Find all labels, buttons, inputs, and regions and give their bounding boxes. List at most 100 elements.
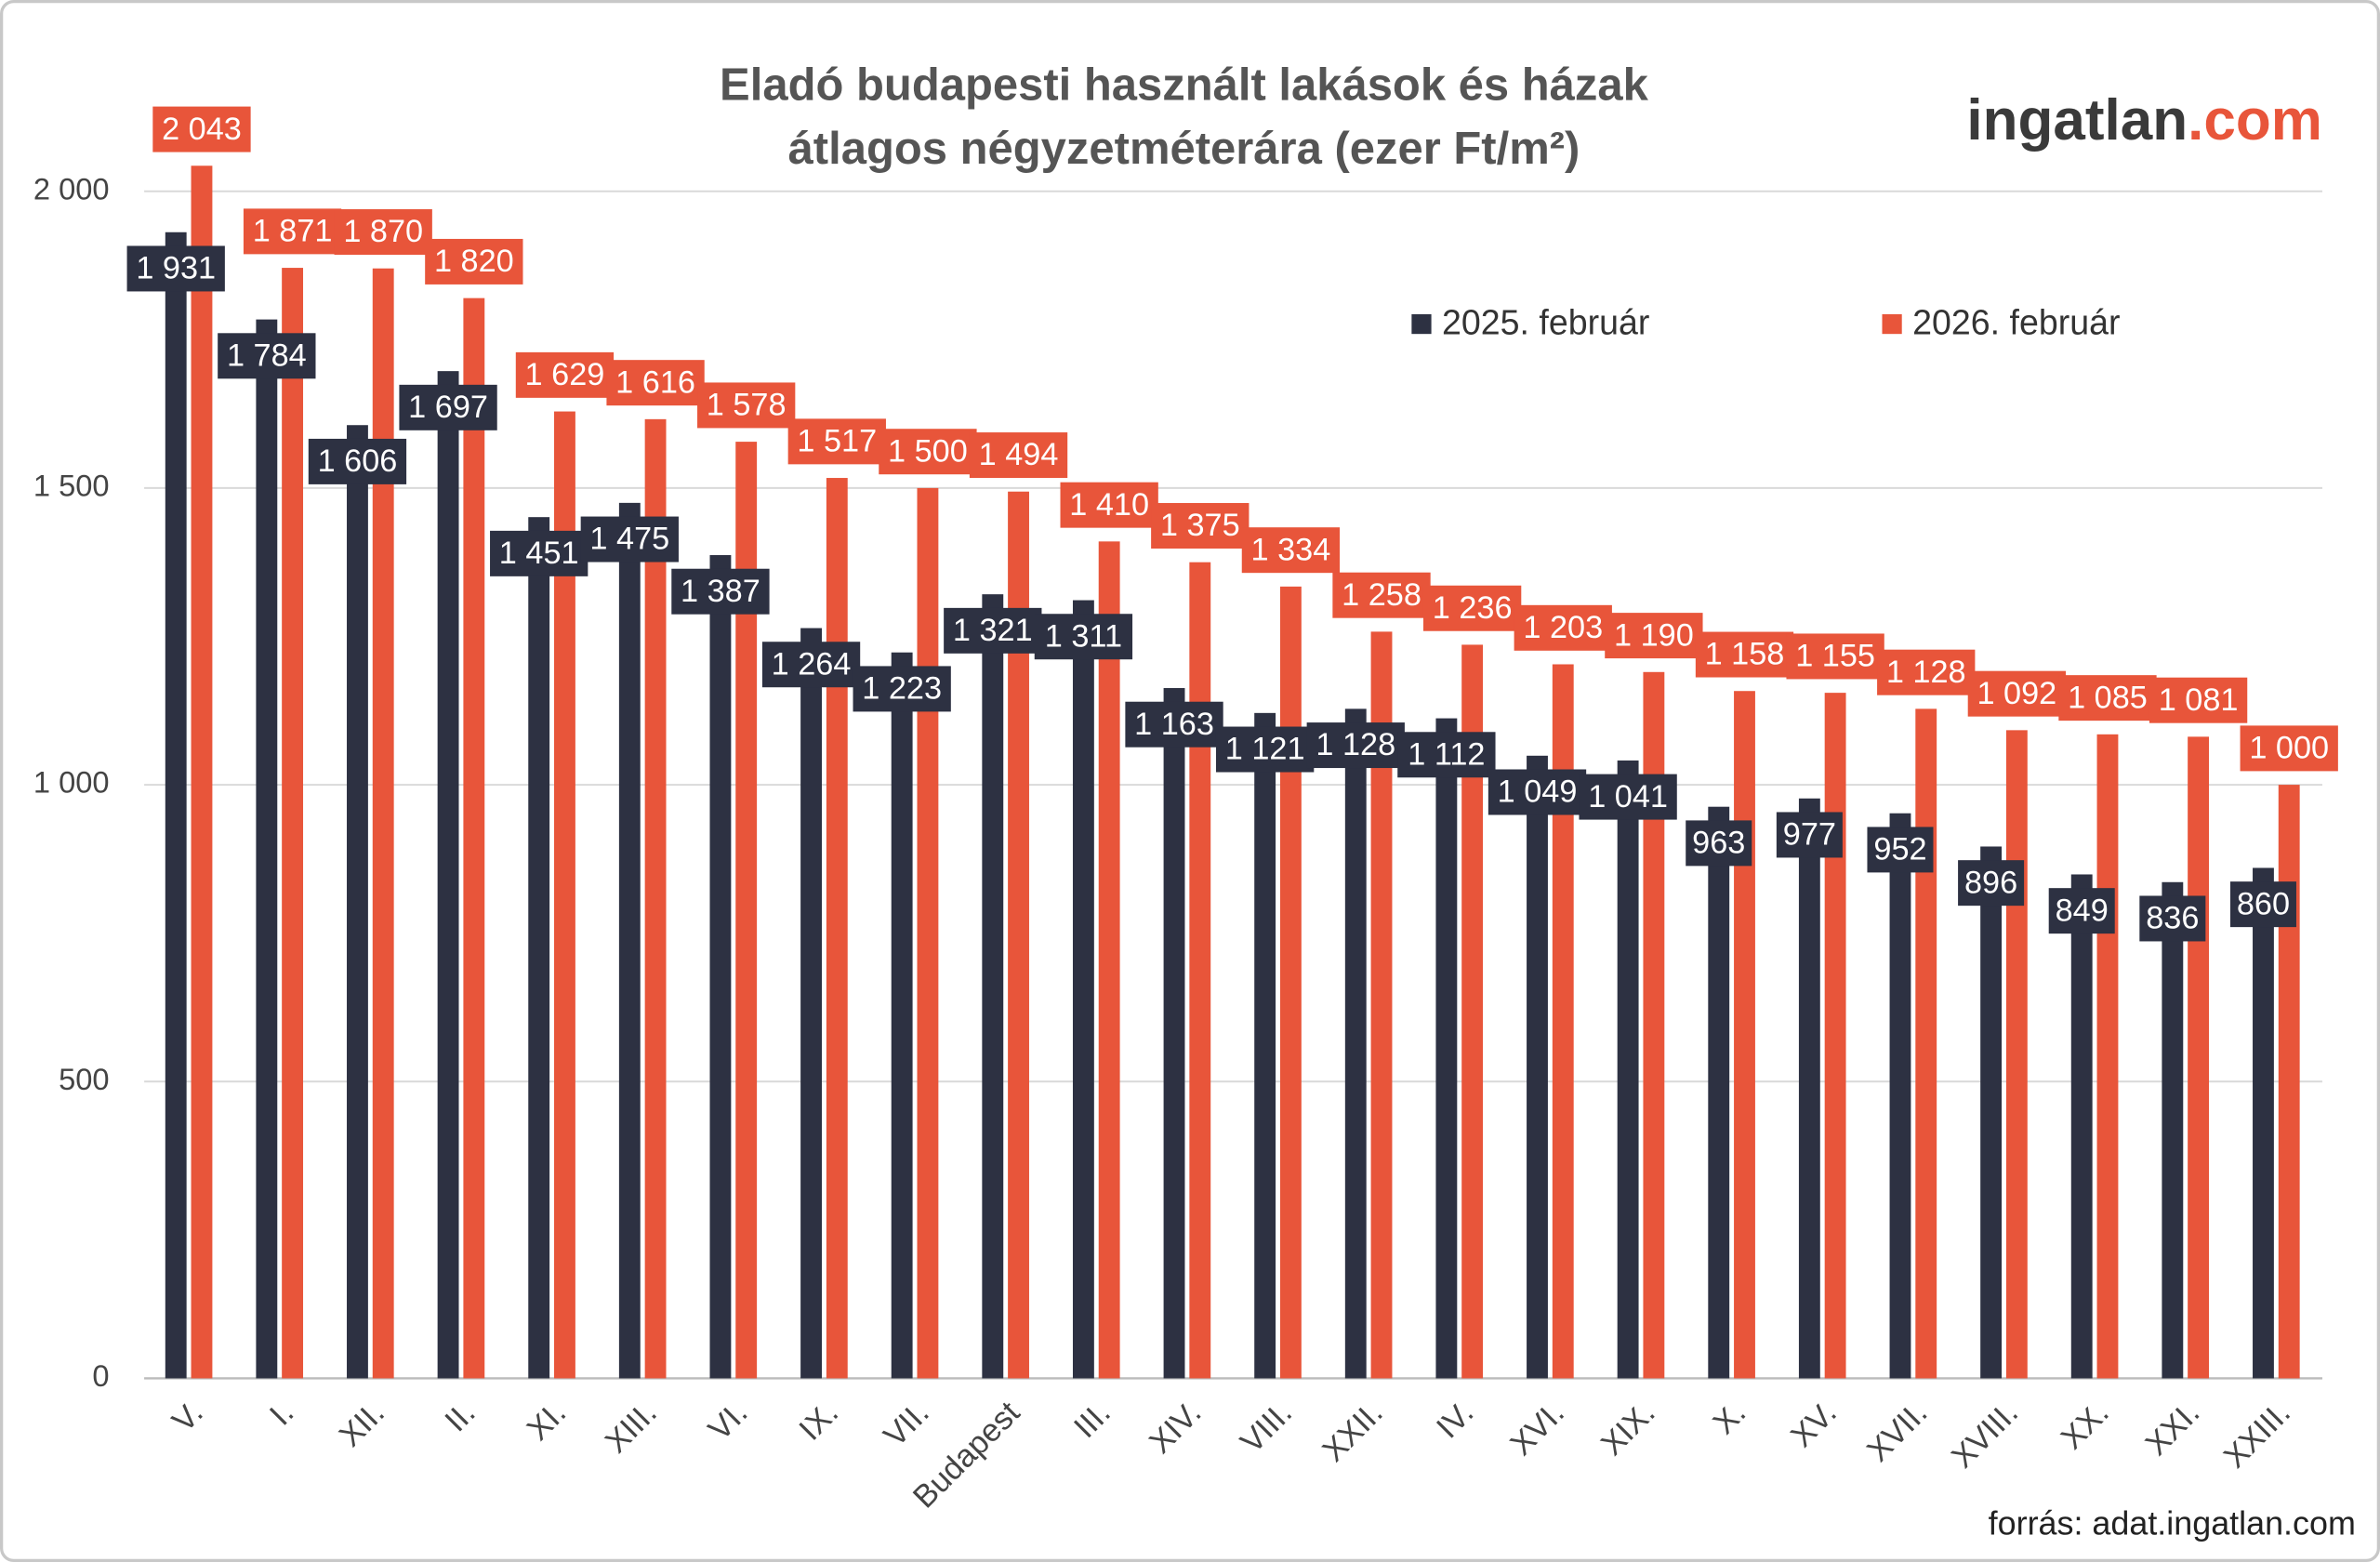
value-label: 1 494 — [979, 437, 1059, 472]
bar — [2188, 736, 2210, 1379]
value-label: 1 616 — [615, 364, 695, 400]
value-label: 1 387 — [681, 574, 760, 609]
value-label: 1 258 — [1342, 577, 1421, 613]
value-label: 1 264 — [772, 646, 852, 682]
logo: ingatlan.com — [1966, 88, 2322, 152]
value-label: 860 — [2237, 886, 2290, 921]
value-label: 849 — [2056, 893, 2109, 928]
bar — [1279, 586, 1302, 1379]
value-label: 896 — [1964, 865, 2017, 900]
value-label: 1 697 — [408, 390, 488, 425]
value-label: 1 163 — [1134, 707, 1214, 742]
bar — [2253, 867, 2274, 1379]
value-label-box — [606, 360, 705, 406]
value-label-box — [126, 245, 225, 292]
bar — [644, 418, 667, 1379]
value-label-box — [787, 418, 886, 465]
value-label-box — [1034, 614, 1133, 660]
value-label-box — [1958, 860, 2025, 907]
value-label: 1 049 — [1498, 774, 1578, 810]
bar — [256, 319, 278, 1379]
value-label: 1 500 — [888, 433, 968, 469]
value-label-box — [1060, 482, 1158, 528]
value-label: 963 — [1692, 826, 1745, 861]
chart-title: átlagos négyzetméterára (ezer Ft/m²) — [788, 124, 1580, 174]
bar — [1527, 755, 1548, 1379]
value-label-box — [969, 432, 1068, 479]
value-label-box — [308, 438, 407, 484]
value-label: 1 321 — [953, 613, 1033, 648]
value-label-box — [334, 209, 432, 256]
value-label-box — [761, 642, 861, 688]
bar — [554, 411, 575, 1379]
value-label-box — [2229, 881, 2296, 928]
value-label: 1 334 — [1251, 532, 1331, 567]
value-label: 1 871 — [253, 214, 333, 249]
bar — [347, 425, 368, 1379]
value-label: 1 236 — [1433, 590, 1513, 626]
bar — [2162, 881, 2184, 1379]
value-label-box — [1786, 633, 1884, 680]
bar — [826, 478, 848, 1379]
value-label-box — [1967, 670, 2067, 717]
logo-text: .com — [2188, 88, 2322, 152]
legend-swatch — [1411, 313, 1432, 335]
source: forrás: adat.ingatlan.com — [1989, 1503, 2356, 1542]
value-label-box — [879, 429, 977, 475]
y-tick-label: 1 500 — [33, 469, 110, 503]
bar — [800, 628, 822, 1379]
bar — [735, 442, 758, 1379]
logo-text: ingatlan — [1966, 88, 2188, 152]
value-label: 1 629 — [525, 357, 605, 392]
value-label: 1 578 — [707, 388, 787, 423]
bar — [528, 517, 550, 1379]
value-label-box — [1422, 585, 1522, 631]
value-label-box — [580, 516, 679, 563]
value-label: 977 — [1783, 817, 1836, 853]
bar — [1915, 708, 1937, 1379]
value-label-box — [152, 106, 251, 152]
value-label: 1 092 — [1977, 676, 2056, 711]
bar — [618, 502, 641, 1379]
bar — [437, 371, 459, 1379]
value-label-box — [1215, 726, 1315, 773]
bar — [982, 594, 1004, 1379]
value-label: 1 041 — [1588, 779, 1668, 814]
bar — [1461, 644, 1484, 1379]
value-label-box — [1306, 722, 1405, 769]
value-label-box — [490, 530, 588, 576]
bar — [1889, 813, 1911, 1379]
bar — [1370, 631, 1393, 1379]
bar — [372, 268, 394, 1379]
value-label: 1 000 — [2249, 731, 2329, 766]
value-label-box — [1776, 812, 1843, 858]
value-label-box — [218, 333, 316, 379]
bar — [2070, 874, 2093, 1379]
bar — [2096, 734, 2119, 1379]
bar — [1008, 491, 1029, 1379]
bar — [891, 652, 913, 1379]
value-label: 1 784 — [227, 338, 307, 373]
value-label: 1 155 — [1795, 639, 1875, 674]
value-label-box — [2149, 677, 2248, 723]
bar — [463, 298, 485, 1379]
value-label: 1 820 — [434, 244, 514, 279]
value-label: 1 112 — [1408, 736, 1485, 772]
value-label-box — [1397, 732, 1496, 778]
value-label: 1 128 — [1886, 655, 1966, 690]
bar — [1344, 708, 1367, 1379]
bar — [1617, 760, 1639, 1379]
value-label-box — [515, 351, 615, 398]
value-label-box — [2139, 895, 2206, 942]
value-label-box — [1151, 503, 1250, 549]
value-label-box — [671, 568, 770, 615]
bar — [709, 555, 732, 1379]
value-label-box — [2048, 888, 2115, 934]
value-label: 952 — [1873, 832, 1926, 867]
value-label-box — [1877, 649, 1976, 695]
bar — [1708, 806, 1730, 1379]
value-label: 1 870 — [343, 214, 423, 249]
y-tick-label: 1 000 — [33, 765, 110, 800]
